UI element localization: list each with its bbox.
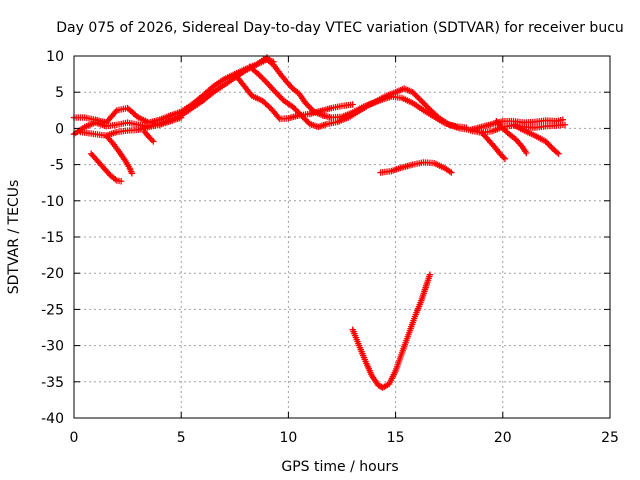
data-point [420,100,428,107]
data-point [289,103,296,110]
y-tick-label: -5 [50,158,64,174]
data-point [303,117,311,125]
y-tick-label: 0 [55,121,64,137]
data-point [412,91,419,99]
x-tick-label: 15 [387,430,405,446]
data-point [278,94,285,102]
y-tick-label: -10 [41,194,64,210]
data-point [117,178,125,185]
data-point [548,144,555,151]
data-point [349,101,356,108]
data-point [555,150,562,157]
data-point [305,102,312,110]
series-late-tracks-d [467,121,569,136]
data-point [290,104,298,112]
data-point [546,142,554,149]
chart-title: Day 075 of 2026, Sidereal Day-to-day VTE… [56,20,624,36]
y-tick-label: -30 [41,339,64,355]
x-axis-label: GPS time / hours [281,459,398,475]
x-tick-label: 10 [279,430,297,446]
data-point [178,114,185,121]
data-point [147,135,154,142]
x-tick-label: 0 [70,430,79,446]
data-point [275,91,282,99]
series-main-band-upper [70,54,271,126]
data-point [292,106,299,113]
series-descent-c [231,70,356,123]
data-point [303,101,311,108]
y-tick-label: -20 [41,266,64,282]
data-point [463,124,470,131]
data-point [415,94,422,102]
series-early-track-b [102,132,136,177]
y-tick-label: 10 [46,49,64,65]
data-point [300,115,308,122]
y-tick-label: -15 [41,230,64,246]
data-point [413,93,421,100]
series-early-track-a [87,150,125,185]
data-point [416,96,424,103]
y-tick-label: 5 [55,85,64,101]
data-point [375,382,382,389]
data-point [256,72,264,79]
data-point [410,90,418,97]
data-point [501,155,509,163]
series-main-band-dip [77,114,185,139]
data-point [561,121,569,128]
x-tick-label: 5 [177,430,186,446]
data-point [306,104,314,111]
data-point [259,75,266,82]
y-tick-label: -40 [41,411,64,427]
data-point [262,78,269,85]
data-point [418,97,425,105]
data-point [542,138,549,145]
data-point [273,90,281,97]
data-point [498,152,506,160]
data-point [150,138,157,145]
axis-ticks [73,55,611,419]
series-deep-v-track [349,271,434,391]
x-tick-label: 20 [494,430,512,446]
data-point [497,151,504,158]
data-point [258,73,265,81]
data-point [272,89,279,96]
x-tick-labels: 0 5 10 15 20 25 [70,430,619,446]
series-descent-b [246,63,470,131]
data-point [275,114,282,121]
data-point [545,141,552,148]
y-tick-label: -35 [41,375,64,391]
data-point [148,136,156,144]
y-tick-label: -25 [41,302,64,318]
data-point [145,133,153,141]
data-point [302,99,309,107]
y-tick-labels: 10 5 0 -5 -10 -15 -20 -25 -30 -35 -40 [41,49,64,427]
data-point [500,154,507,161]
data-point [419,99,426,106]
data-point [523,149,530,157]
data-point [276,93,284,100]
data-point [543,139,551,147]
series-mid-track-near-minus5 [377,159,455,176]
data-point [260,76,268,84]
data-point [409,89,416,96]
x-tick-label: 25 [601,430,619,446]
y-axis-label: SDTVAR / TECUs [6,180,22,295]
data-point [553,149,561,156]
series-early-track-c [141,128,157,145]
data-point [255,70,262,78]
data-points [70,54,569,391]
data-point [423,103,431,110]
data-point [448,169,455,176]
data-point [426,271,434,278]
data-point [128,170,136,177]
data-point [422,102,429,109]
